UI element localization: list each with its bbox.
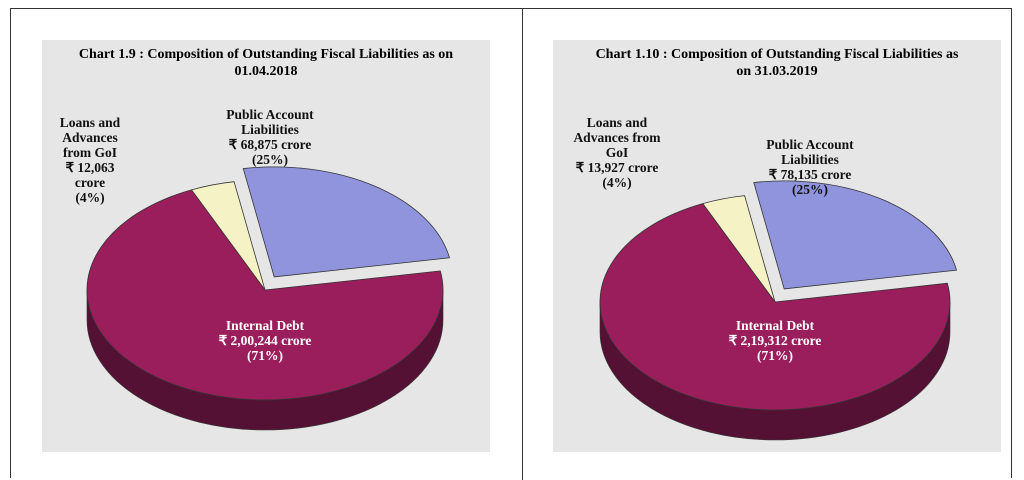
category-label: Public Account Liabilities — [226, 107, 314, 137]
chart-panel: Chart 1.9 : Composition of Outstanding F… — [42, 40, 490, 452]
chart-title: Chart 1.9 : Composition of Outstanding F… — [78, 47, 454, 79]
amount-label: ₹ 78,135 crore — [768, 167, 852, 182]
divider — [522, 8, 523, 480]
amount-label: ₹ 2,19,312 crore — [728, 333, 822, 348]
category-label: Public Account Liabilities — [766, 137, 854, 167]
category-label: Loans and Advances from GoI — [573, 115, 661, 160]
slice-label: Loans and Advances from GoI ₹ 13,927 cror… — [567, 115, 667, 190]
value-label: (4%) — [75, 190, 105, 205]
chart-title: Chart 1.10 : Composition of Outstanding … — [595, 47, 959, 79]
value-label: (71%) — [757, 348, 793, 363]
slice-label: Internal Debt ₹ 2,00,244 crore (71%) — [200, 318, 330, 363]
slice — [86, 189, 444, 401]
slice — [242, 166, 450, 278]
value-label: (25%) — [252, 152, 288, 167]
category-label: Internal Debt — [735, 318, 815, 333]
value-label: (71%) — [247, 348, 283, 363]
slice-label: Public Account Liabilities ₹ 68,875 crore… — [205, 107, 335, 167]
chart-panel: Chart 1.10 : Composition of Outstanding … — [553, 40, 1001, 452]
category-label: Loans and Advances from GoI — [59, 115, 121, 160]
frame — [10, 8, 1012, 478]
slice-label: Internal Debt ₹ 2,19,312 crore (71%) — [710, 318, 840, 363]
value-label: (25%) — [792, 182, 828, 197]
amount-label: ₹ 13,927 crore — [575, 160, 659, 175]
slice — [753, 180, 958, 290]
pie — [86, 166, 450, 431]
amount-label: ₹ 68,875 crore — [228, 137, 312, 152]
value-label: (4%) — [602, 175, 632, 190]
amount-label: ₹ 2,00,244 crore — [218, 333, 312, 348]
pie — [599, 180, 958, 441]
amount-label: ₹ 12,063 crore — [65, 160, 115, 190]
slice — [599, 203, 951, 411]
slice-label: Loans and Advances from GoI ₹ 12,063 cror… — [50, 115, 130, 205]
category-label: Internal Debt — [225, 318, 305, 333]
slice-label: Public Account Liabilities ₹ 78,135 crore… — [745, 137, 875, 197]
